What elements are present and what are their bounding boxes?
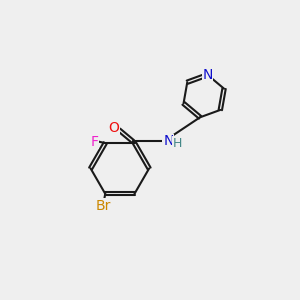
Text: O: O (108, 122, 119, 135)
Text: F: F (91, 135, 98, 148)
Text: Br: Br (96, 199, 111, 213)
Text: H: H (173, 136, 182, 149)
Text: N: N (163, 134, 174, 148)
Text: N: N (202, 68, 213, 82)
